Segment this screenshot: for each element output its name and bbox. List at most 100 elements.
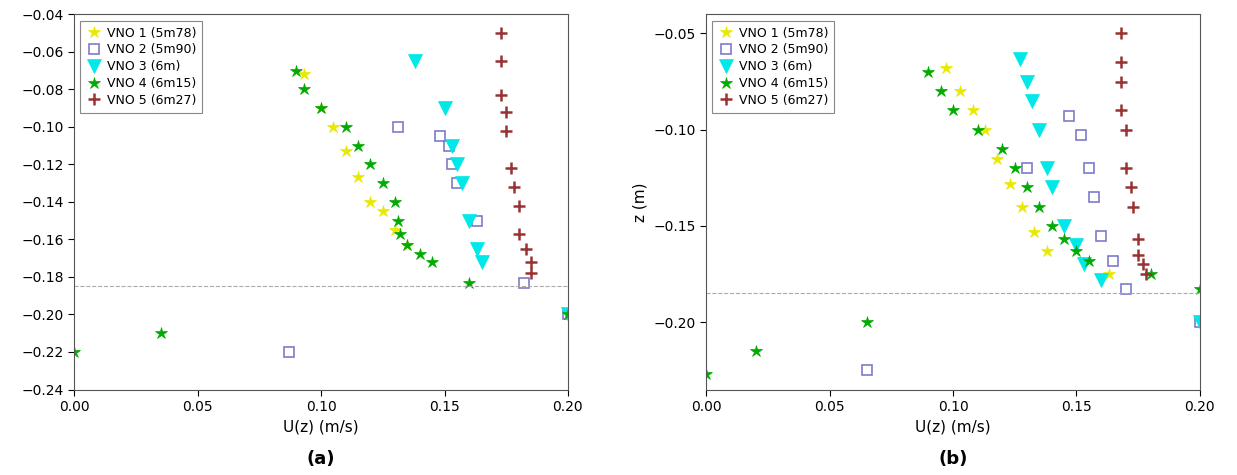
VNO 2 (5m90) <box>390 124 404 130</box>
VNO 5 (6m27) <box>499 128 513 133</box>
VNO 1 (5m78) <box>375 209 390 214</box>
VNO 4 (6m15) <box>933 88 948 94</box>
VNO 1 (5m78) <box>938 65 952 71</box>
VNO 1 (5m78) <box>400 242 414 248</box>
VNO 4 (6m15) <box>860 319 875 325</box>
VNO 4 (6m15) <box>362 162 377 167</box>
VNO 1 (5m78) <box>1101 271 1116 277</box>
VNO 4 (6m15) <box>350 143 365 149</box>
VNO 4 (6m15) <box>297 86 312 92</box>
VNO 2 (5m90) <box>1019 165 1034 171</box>
VNO 5 (6m27) <box>494 30 508 36</box>
VNO 1 (5m78) <box>362 199 377 205</box>
VNO 4 (6m15) <box>560 312 575 317</box>
VNO 2 (5m90) <box>560 312 575 317</box>
VNO 3 (6m) <box>560 312 575 317</box>
VNO 4 (6m15) <box>314 105 329 111</box>
VNO 1 (5m78) <box>1039 248 1054 254</box>
Line: VNO 1 (5m78): VNO 1 (5m78) <box>298 68 413 251</box>
VNO 5 (6m27) <box>499 109 513 114</box>
Line: VNO 1 (5m78): VNO 1 (5m78) <box>939 62 1115 280</box>
VNO 5 (6m27) <box>511 231 526 237</box>
VNO 4 (6m15) <box>1192 286 1207 292</box>
Line: VNO 5 (6m27): VNO 5 (6m27) <box>495 27 537 279</box>
VNO 2 (5m90) <box>1081 165 1096 171</box>
VNO 5 (6m27) <box>1118 165 1133 171</box>
VNO 3 (6m) <box>407 58 422 64</box>
VNO 1 (5m78) <box>1002 181 1017 187</box>
VNO 3 (6m) <box>1069 242 1084 248</box>
VNO 3 (6m) <box>449 162 464 167</box>
VNO 2 (5m90) <box>282 349 297 355</box>
VNO 4 (6m15) <box>1044 223 1059 229</box>
Legend: VNO 1 (5m78), VNO 2 (5m90), VNO 3 (6m), VNO 4 (6m15), VNO 5 (6m27): VNO 1 (5m78), VNO 2 (5m90), VNO 3 (6m), … <box>80 20 203 113</box>
VNO 3 (6m) <box>1019 79 1034 85</box>
Line: VNO 3 (6m): VNO 3 (6m) <box>1013 52 1232 348</box>
VNO 2 (5m90) <box>469 218 484 224</box>
X-axis label: U(z) (m/s): U(z) (m/s) <box>915 419 991 435</box>
VNO 2 (5m90) <box>442 143 456 149</box>
VNO 3 (6m) <box>444 143 459 149</box>
VNO 3 (6m) <box>1012 56 1027 61</box>
VNO 3 (6m) <box>1024 98 1039 104</box>
VNO 5 (6m27) <box>503 165 518 171</box>
VNO 4 (6m15) <box>424 259 439 265</box>
Line: VNO 5 (6m27): VNO 5 (6m27) <box>1115 27 1152 280</box>
VNO 5 (6m27) <box>1136 262 1150 267</box>
VNO 4 (6m15) <box>400 242 414 248</box>
VNO 3 (6m) <box>1192 319 1207 325</box>
VNO 4 (6m15) <box>748 348 763 354</box>
VNO 5 (6m27) <box>523 259 538 265</box>
VNO 3 (6m) <box>1032 127 1047 133</box>
Line: VNO 2 (5m90): VNO 2 (5m90) <box>285 122 610 357</box>
VNO 4 (6m15) <box>153 331 168 336</box>
VNO 3 (6m) <box>469 246 484 252</box>
VNO 1 (5m78) <box>977 127 992 133</box>
VNO 5 (6m27) <box>494 58 508 64</box>
VNO 5 (6m27) <box>1131 237 1145 242</box>
VNO 1 (5m78) <box>297 71 312 77</box>
VNO 4 (6m15) <box>1007 165 1022 171</box>
VNO 3 (6m) <box>1039 165 1054 171</box>
Text: (a): (a) <box>307 449 335 467</box>
VNO 2 (5m90) <box>1192 319 1207 325</box>
VNO 4 (6m15) <box>1032 204 1047 209</box>
VNO 4 (6m15) <box>289 68 304 74</box>
VNO 2 (5m90) <box>860 367 875 373</box>
VNO 2 (5m90) <box>449 180 464 186</box>
VNO 1 (5m78) <box>327 124 341 130</box>
VNO 4 (6m15) <box>699 371 714 377</box>
Legend: VNO 1 (5m78), VNO 2 (5m90), VNO 3 (6m), VNO 4 (6m15), VNO 5 (6m27): VNO 1 (5m78), VNO 2 (5m90), VNO 3 (6m), … <box>713 20 835 113</box>
VNO 4 (6m15) <box>392 231 407 237</box>
VNO 2 (5m90) <box>1061 114 1076 119</box>
VNO 3 (6m) <box>1056 223 1071 229</box>
VNO 4 (6m15) <box>67 349 82 355</box>
VNO 1 (5m78) <box>350 175 365 180</box>
VNO 2 (5m90) <box>597 331 612 336</box>
VNO 3 (6m) <box>585 331 600 336</box>
VNO 3 (6m) <box>1076 262 1091 267</box>
VNO 5 (6m27) <box>506 184 521 190</box>
VNO 5 (6m27) <box>1113 79 1128 85</box>
VNO 2 (5m90) <box>1106 258 1121 264</box>
VNO 1 (5m78) <box>952 88 967 94</box>
VNO 3 (6m) <box>437 105 452 111</box>
VNO 3 (6m) <box>1094 277 1108 283</box>
VNO 2 (5m90) <box>1086 194 1101 200</box>
VNO 4 (6m15) <box>945 108 960 114</box>
VNO 4 (6m15) <box>387 199 402 205</box>
VNO 2 (5m90) <box>1074 133 1089 138</box>
VNO 5 (6m27) <box>511 203 526 209</box>
VNO 4 (6m15) <box>1069 248 1084 254</box>
VNO 2 (5m90) <box>444 162 459 167</box>
VNO 4 (6m15) <box>339 124 354 130</box>
VNO 1 (5m78) <box>1027 229 1042 235</box>
VNO 4 (6m15) <box>995 146 1009 152</box>
VNO 5 (6m27) <box>1126 204 1141 209</box>
VNO 4 (6m15) <box>970 127 985 133</box>
VNO 4 (6m15) <box>461 280 476 285</box>
VNO 5 (6m27) <box>1118 127 1133 133</box>
Line: VNO 4 (6m15): VNO 4 (6m15) <box>68 64 574 358</box>
VNO 3 (6m) <box>474 259 489 265</box>
VNO 2 (5m90) <box>432 133 447 139</box>
